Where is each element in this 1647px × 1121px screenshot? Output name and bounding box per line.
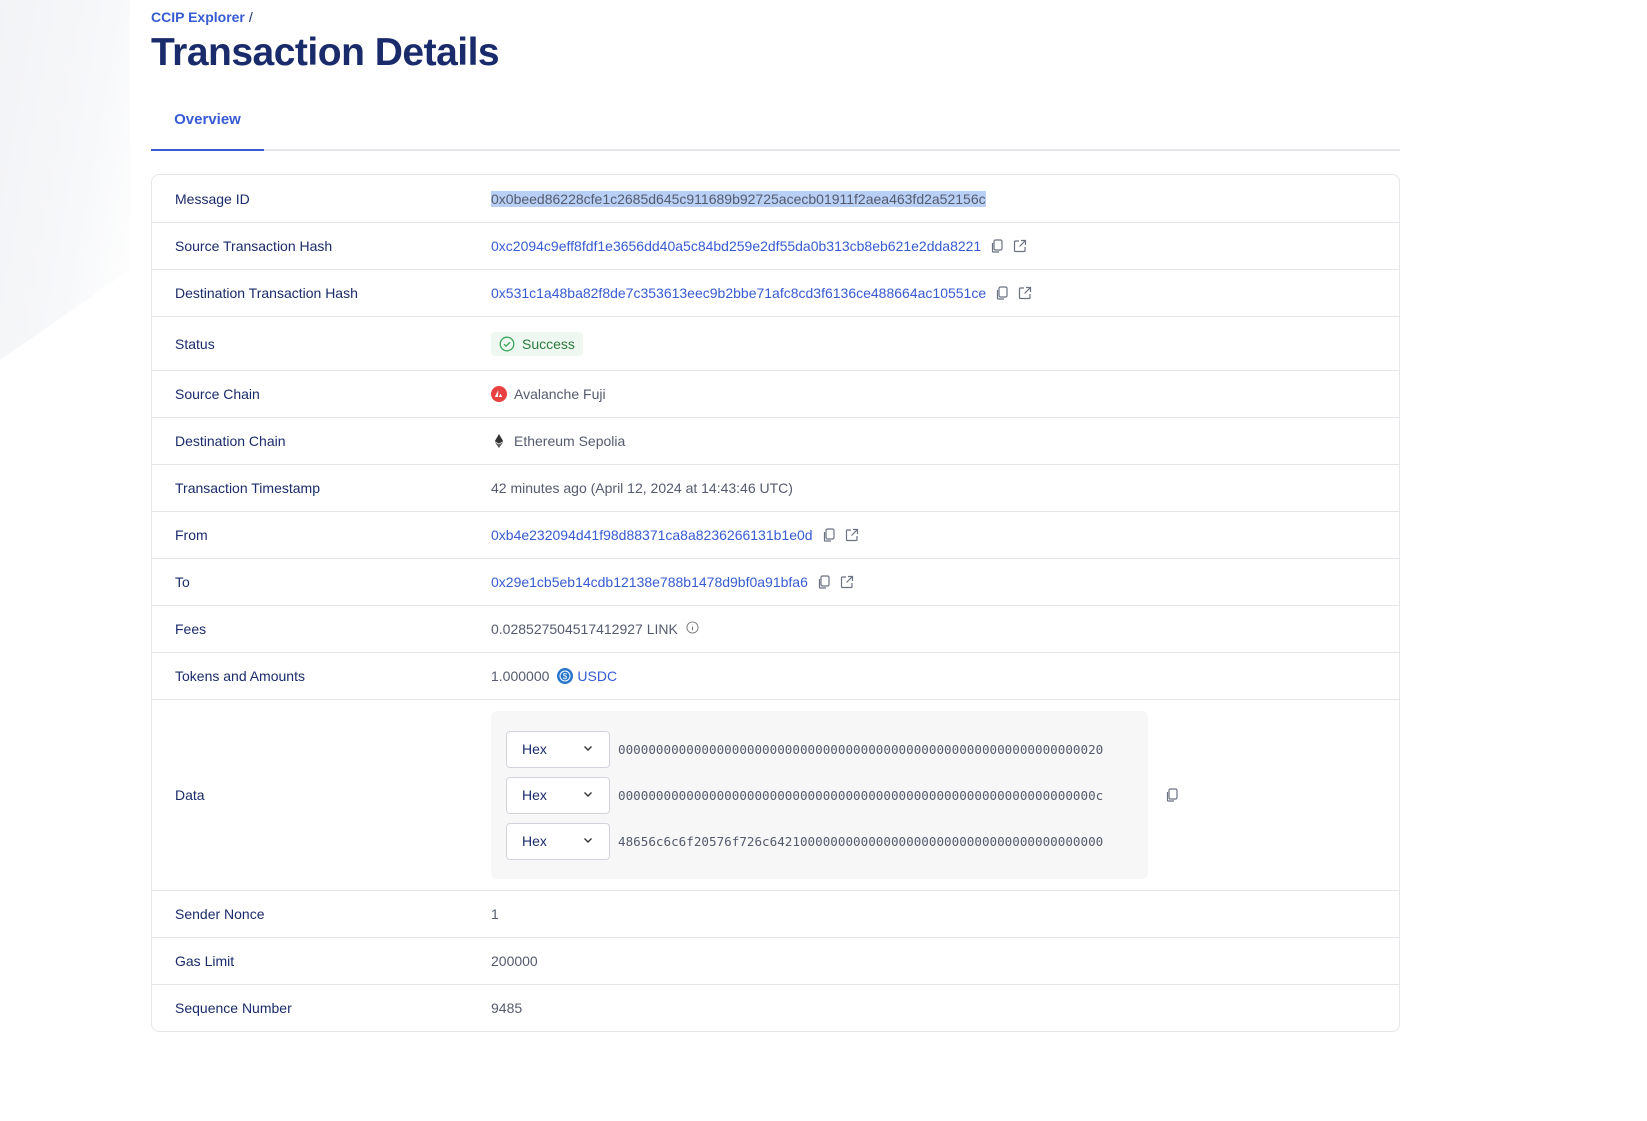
external-link-icon[interactable]	[845, 528, 859, 542]
label: Source Chain	[175, 386, 260, 402]
external-link-icon[interactable]	[1013, 239, 1027, 253]
tab-bar: Overview	[151, 105, 1400, 151]
copy-icon[interactable]	[1165, 788, 1179, 802]
details-table: Message ID 0x0beed86228cfe1c2685d645c911…	[151, 174, 1400, 1032]
data-line: Hex 000000000000000000000000000000000000…	[506, 726, 1133, 772]
label: Sender Nonce	[175, 906, 265, 922]
format-value: Hex	[522, 741, 547, 757]
data-value: 48656c6c6f20576f726c64210000000000000000…	[618, 833, 1104, 849]
external-link-icon[interactable]	[840, 575, 854, 589]
copy-icon[interactable]	[995, 286, 1009, 300]
breadcrumb-ccip-explorer[interactable]: CCIP Explorer	[151, 9, 245, 25]
copy-icon[interactable]	[990, 239, 1004, 253]
page-content: CCIP Explorer / Transaction Details Overv…	[151, 0, 1400, 1032]
ethereum-icon	[494, 434, 504, 448]
tab-overview[interactable]: Overview	[151, 105, 264, 151]
format-select[interactable]: Hex	[506, 822, 610, 860]
format-value: Hex	[522, 787, 547, 803]
format-select[interactable]: Hex	[506, 776, 610, 814]
info-icon[interactable]	[686, 620, 699, 634]
svg-text:$: $	[563, 672, 568, 681]
copy-icon[interactable]	[817, 575, 831, 589]
label: Message ID	[175, 190, 250, 207]
from-address-link[interactable]: 0xb4e232094d41f98d88371ca8a8236266131b1e…	[491, 527, 813, 543]
row-source-chain: Source Chain Avalanche Fuji	[152, 370, 1399, 417]
fees-value: 0.028527504517412927 LINK	[491, 621, 678, 637]
token-link[interactable]: USDC	[577, 668, 618, 684]
token-amount: 1.000000	[491, 668, 550, 684]
source-tx-link[interactable]: 0xc2094c9eff8fdf1e3656dd40a5c84bd259e2df…	[491, 238, 982, 254]
label: Source Transaction Hash	[175, 238, 333, 254]
chevron-down-icon	[582, 741, 594, 757]
format-select[interactable]: Hex	[506, 730, 610, 768]
timestamp-value: 42 minutes ago (April 12, 2024 at 14:43:…	[491, 480, 793, 496]
label: Data	[175, 787, 205, 803]
source-chain-name: Avalanche Fuji	[514, 386, 606, 402]
data-line: Hex 48656c6c6f20576f726c6421000000000000…	[506, 818, 1133, 864]
usdc-icon: $	[557, 668, 574, 684]
format-value: Hex	[522, 833, 547, 849]
breadcrumb: CCIP Explorer /	[151, 9, 1400, 25]
row-from: From 0xb4e232094d41f98d88371ca8a82362661…	[152, 511, 1399, 558]
row-dest-chain: Destination Chain Ethereum Sepolia	[152, 417, 1399, 464]
breadcrumb-separator: /	[248, 9, 253, 25]
data-value: 0000000000000000000000000000000000000000…	[618, 787, 1104, 803]
chevron-down-icon	[582, 833, 594, 849]
nonce-value: 1	[491, 906, 499, 922]
background-decoration	[0, 0, 130, 360]
row-sequence: Sequence Number 9485	[152, 984, 1399, 1031]
label: Transaction Timestamp	[175, 480, 320, 496]
label: Gas Limit	[175, 953, 235, 969]
row-tokens: Tokens and Amounts 1.000000 $ USDC	[152, 652, 1399, 699]
label: Tokens and Amounts	[175, 668, 305, 684]
data-line: Hex 000000000000000000000000000000000000…	[506, 772, 1133, 818]
external-link-icon[interactable]	[1018, 286, 1032, 300]
row-dest-tx: Destination Transaction Hash 0x531c1a48b…	[152, 269, 1399, 316]
dest-tx-link[interactable]: 0x531c1a48ba82f8de7c353613eec9b2bbe71afc…	[491, 285, 987, 301]
label: Destination Transaction Hash	[175, 285, 358, 301]
gas-limit-value: 200000	[491, 953, 538, 969]
check-circle-icon	[499, 336, 515, 351]
row-status: Status Success	[152, 316, 1399, 370]
label: Fees	[175, 621, 207, 637]
avalanche-icon	[491, 386, 507, 402]
copy-icon[interactable]	[822, 528, 836, 542]
row-source-tx: Source Transaction Hash 0xc2094c9eff8fdf…	[152, 222, 1399, 269]
label: Status	[175, 335, 215, 352]
row-to: To 0x29e1cb5eb14cdb12138e788b1478d9bf0a9…	[152, 558, 1399, 605]
label: From	[175, 527, 208, 543]
row-message-id: Message ID 0x0beed86228cfe1c2685d645c911…	[152, 175, 1399, 222]
row-nonce: Sender Nonce 1	[152, 890, 1399, 937]
status-badge: Success	[491, 331, 583, 356]
page-title: Transaction Details	[151, 31, 500, 74]
status-text: Success	[522, 335, 575, 352]
chevron-down-icon	[582, 787, 594, 803]
row-data: Data Hex 0000000000000000000000000000000…	[152, 699, 1399, 890]
label: Destination Chain	[175, 433, 286, 449]
data-box: Hex 000000000000000000000000000000000000…	[491, 711, 1148, 879]
dest-chain-name: Ethereum Sepolia	[514, 433, 626, 449]
sequence-value: 9485	[491, 1000, 523, 1016]
row-gas-limit: Gas Limit 200000	[152, 937, 1399, 984]
to-address-link[interactable]: 0x29e1cb5eb14cdb12138e788b1478d9bf0a91bf…	[491, 574, 808, 590]
row-fees: Fees 0.028527504517412927 LINK	[152, 605, 1399, 652]
row-timestamp: Transaction Timestamp 42 minutes ago (Ap…	[152, 464, 1399, 511]
label: Sequence Number	[175, 1000, 292, 1016]
data-value: 0000000000000000000000000000000000000000…	[618, 741, 1104, 757]
message-id-value: 0x0beed86228cfe1c2685d645c911689b92725ac…	[491, 190, 986, 207]
label: To	[175, 574, 190, 590]
